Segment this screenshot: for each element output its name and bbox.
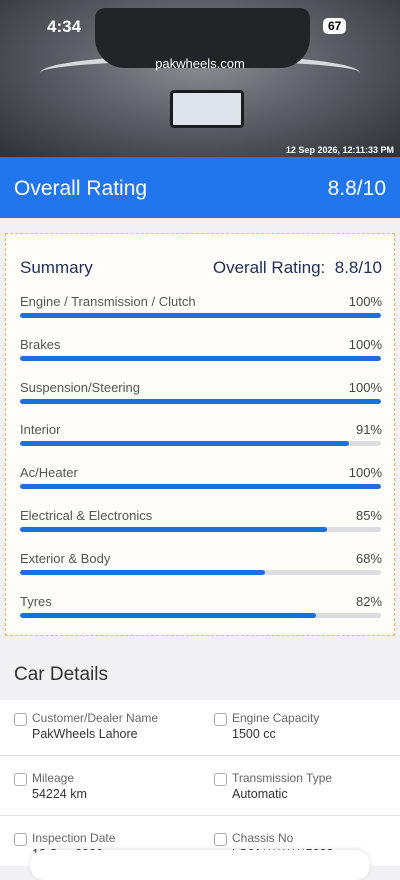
field-icon: [214, 773, 227, 786]
status-time: 4:34: [47, 17, 82, 36]
status-battery: 67: [323, 18, 347, 34]
field-value: 54224 km: [32, 787, 87, 801]
rating-label: Ac/Heater: [20, 465, 78, 481]
progress-fill: [20, 355, 381, 361]
progress-fill: [20, 484, 381, 490]
bottom-sheet-edge: [30, 850, 370, 880]
progress-fill: [20, 313, 381, 318]
rating-label: Suspension/Steering: [20, 379, 140, 395]
summary-title: Summary: [20, 258, 93, 277]
progress-fill: [20, 569, 266, 575]
photo-timestamp: 12 Sep 2026, 12:11:33 PM: [285, 145, 394, 155]
progress-track: [20, 355, 381, 361]
car-grille: [95, 8, 310, 68]
field-icon: [14, 773, 27, 786]
progress-fill: [20, 527, 327, 532]
rating-value: 100%: [348, 336, 382, 352]
field-value: 1500 cc: [232, 727, 276, 741]
field-label: Transmission Type: [232, 771, 333, 785]
field-label: Inspection Date: [32, 831, 116, 845]
summary-score: Overall Rating: 8.8/10: [213, 258, 382, 278]
rating-value: 100%: [348, 294, 382, 309]
rating-label: Exterior & Body: [20, 550, 111, 566]
progress-track: [20, 569, 381, 575]
progress-track: [20, 398, 381, 404]
rating-value: 91%: [355, 422, 382, 438]
overall-score: 8.8/10: [334, 258, 382, 277]
field-icon: [214, 713, 227, 726]
row-divider: [0, 755, 400, 756]
header-title: Overall Rating: [14, 177, 148, 200]
rating-value: 100%: [348, 379, 382, 395]
rating-header: Overall Rating 8.8/10: [0, 157, 400, 218]
row-divider: [0, 815, 400, 816]
field-label: Customer/Dealer Name: [32, 711, 159, 725]
rating-label: Tyres: [20, 593, 52, 609]
rating-label: Brakes: [20, 336, 61, 352]
progress-track: [20, 313, 381, 318]
rating-value: 100%: [348, 465, 382, 481]
field-label: Engine Capacity: [232, 711, 320, 725]
field-value: Automatic: [232, 787, 288, 801]
progress-track: [20, 484, 381, 490]
field-value: PakWheels Lahore: [32, 727, 138, 741]
progress-track: [20, 527, 381, 532]
summary-card: Summary Overall Rating: 8.8/10 Engine / …: [5, 233, 395, 636]
rating-value: 68%: [355, 550, 382, 566]
field-icon: [14, 713, 27, 726]
field-label: Mileage: [32, 771, 75, 785]
field-icon: [214, 833, 227, 846]
progress-track: [20, 441, 381, 447]
number-plate: [170, 90, 244, 128]
progress-fill: [20, 441, 349, 447]
progress-track: [20, 612, 381, 618]
header-score: 8.8/10: [327, 177, 386, 200]
rating-label: Engine / Transmission / Clutch: [20, 294, 196, 309]
car-photo: 4:34 67 pakwheels.com 12 Sep 2026, 12:11…: [0, 0, 400, 157]
rating-value: 85%: [355, 508, 382, 523]
progress-fill: [20, 612, 317, 618]
overall-label: Overall Rating:: [212, 258, 326, 277]
watermark: pakwheels.com: [155, 56, 245, 71]
details-panel: Customer/Dealer Name PakWheels Lahore Engi…: [0, 700, 400, 866]
rating-value: 82%: [355, 593, 382, 609]
progress-fill: [20, 398, 381, 404]
field-icon: [14, 833, 27, 846]
section-title: Car Details: [14, 664, 108, 685]
field-label: Chassis No: [232, 831, 294, 845]
rating-label: Interior: [20, 422, 61, 438]
rating-label: Electrical & Electronics: [20, 508, 153, 523]
